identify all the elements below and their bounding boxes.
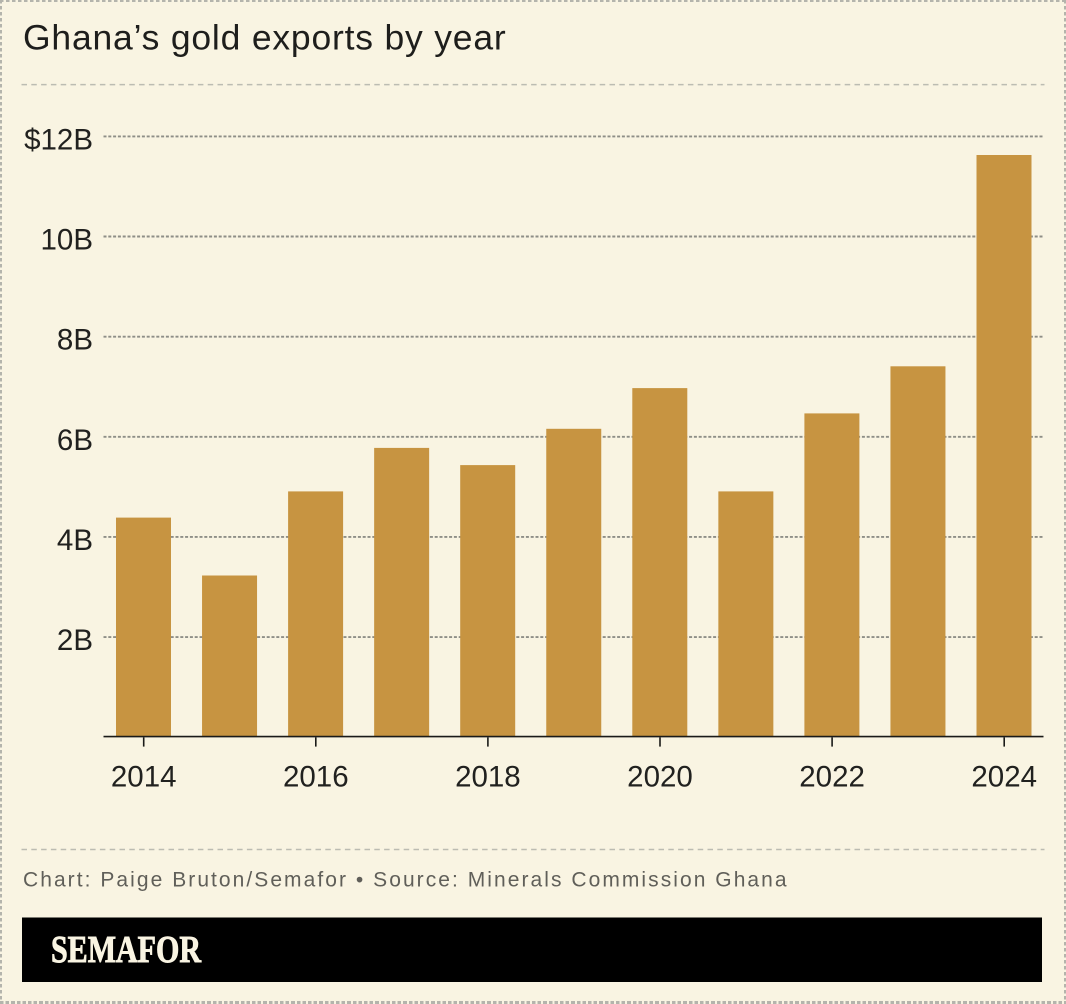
svg-text:2020: 2020 bbox=[627, 761, 693, 794]
svg-text:2014: 2014 bbox=[111, 761, 177, 794]
svg-text:6B: 6B bbox=[57, 424, 93, 457]
svg-text:2B: 2B bbox=[57, 624, 93, 657]
svg-text:8B: 8B bbox=[57, 324, 93, 357]
svg-text:2018: 2018 bbox=[455, 761, 521, 794]
svg-text:Chart: Paige Bruton/Semafor •: Chart: Paige Bruton/Semafor • Source: Mi… bbox=[23, 869, 789, 892]
svg-text:4B: 4B bbox=[57, 524, 93, 557]
svg-text:2022: 2022 bbox=[799, 761, 865, 794]
svg-text:2016: 2016 bbox=[283, 761, 349, 794]
svg-text:Ghana’s gold exports by year: Ghana’s gold exports by year bbox=[23, 18, 507, 58]
svg-text:SEMAFOR: SEMAFOR bbox=[51, 929, 201, 971]
svg-text:2024: 2024 bbox=[971, 761, 1037, 794]
svg-text:10B: 10B bbox=[41, 224, 94, 257]
svg-text:$12B: $12B bbox=[24, 123, 93, 156]
